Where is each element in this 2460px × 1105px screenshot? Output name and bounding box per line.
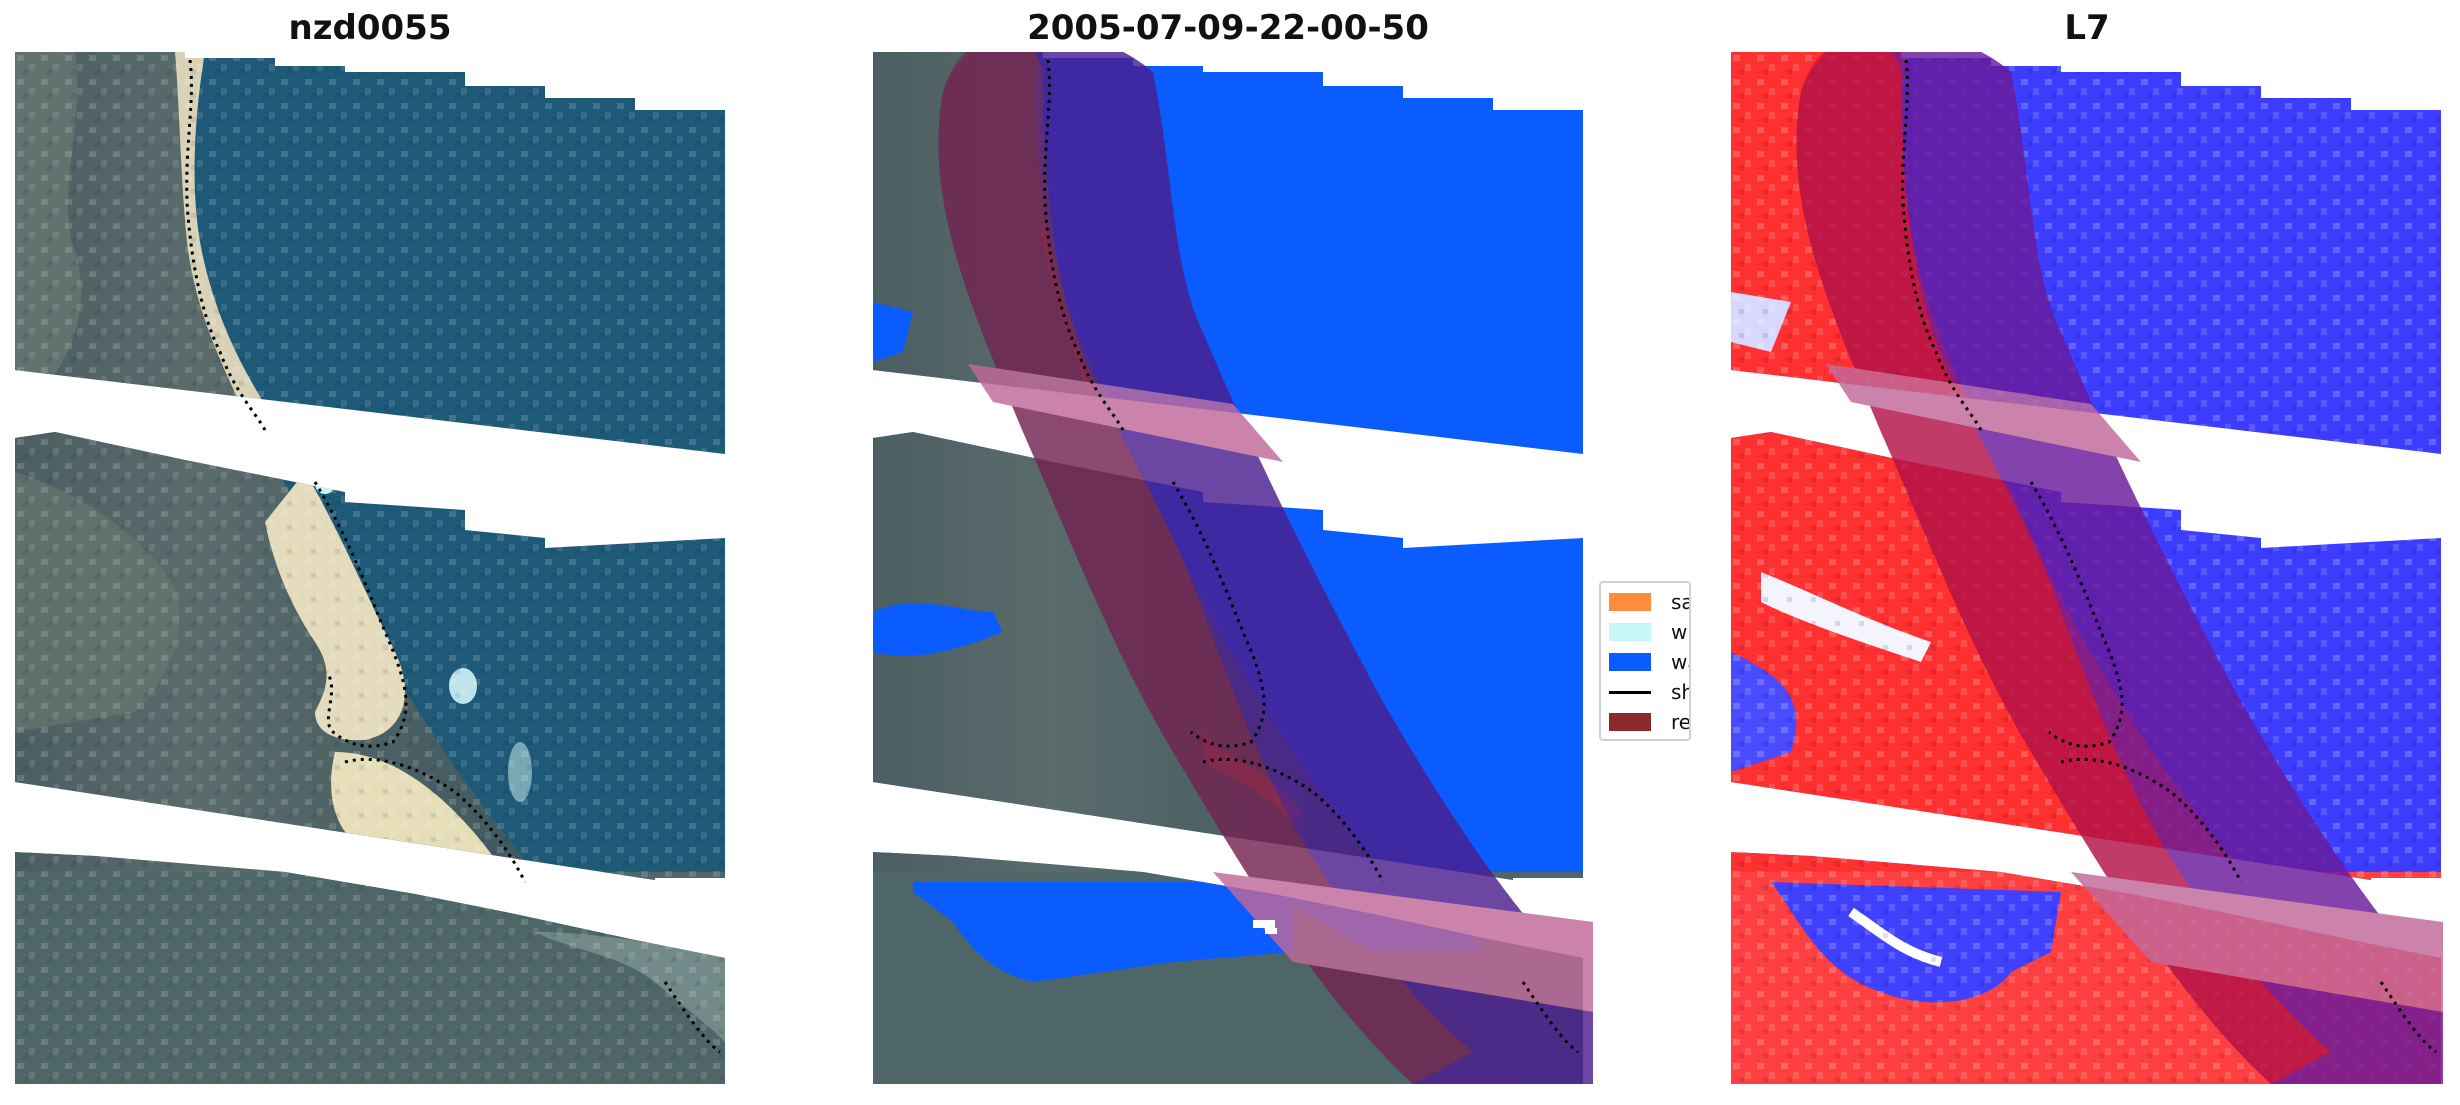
- legend-label: whitewater: [1671, 620, 1689, 644]
- shoreline-line: [185, 59, 267, 431]
- classified-image-panel: [873, 52, 1593, 1084]
- whitewater-swatch: [1609, 623, 1651, 641]
- rgb-image-panel: [15, 52, 725, 1084]
- legend-label: sand: [1671, 590, 1689, 614]
- index-image-panel: [1731, 52, 2443, 1084]
- panel-title-classified: 2005-07-09-22-00-50: [1027, 8, 1429, 48]
- panel-title-index: L7: [2064, 8, 2110, 48]
- buffer-swatch: [1609, 713, 1651, 731]
- water-swatch: [1609, 653, 1651, 671]
- legend-label: reference shoreline buffer: [1671, 710, 1691, 734]
- legend: sand whitewater water shoreline referenc…: [1599, 581, 1691, 741]
- sand-swatch: [1609, 593, 1651, 611]
- panel-title-rgb: nzd0055: [288, 8, 452, 48]
- legend-label: shoreline: [1671, 680, 1689, 704]
- legend-label: water: [1671, 650, 1689, 674]
- shoreline-line-swatch: [1609, 691, 1651, 694]
